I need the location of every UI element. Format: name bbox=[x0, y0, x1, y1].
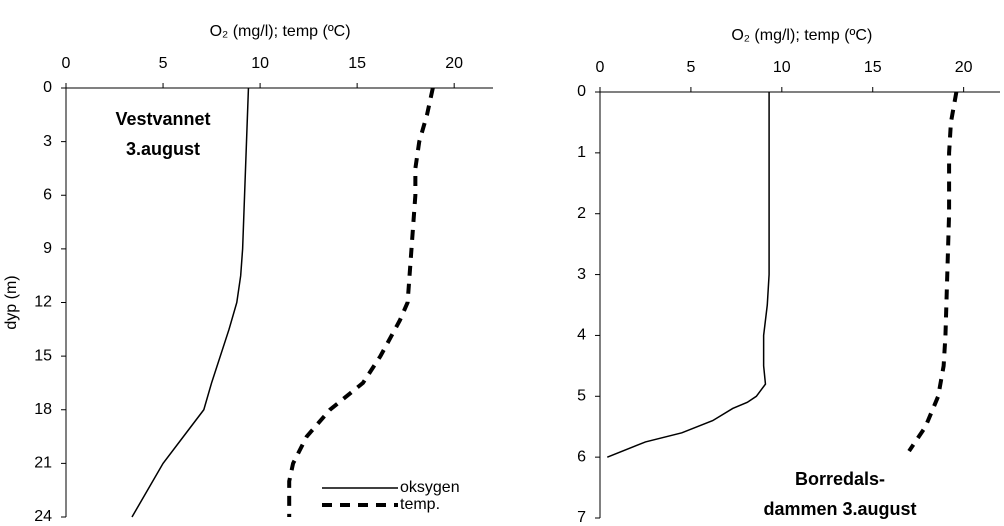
y-tick-label: 24 bbox=[34, 508, 52, 525]
x-tick-label: 15 bbox=[864, 59, 882, 76]
y-tick-label: 4 bbox=[577, 327, 586, 344]
legend-label: oksygen bbox=[400, 479, 460, 496]
y-tick-label: 12 bbox=[34, 294, 52, 311]
y-tick-label: 7 bbox=[577, 509, 586, 526]
y-tick-label: 0 bbox=[577, 83, 586, 100]
legend-label: temp. bbox=[400, 496, 440, 513]
x-tick-label: 5 bbox=[686, 59, 695, 76]
y-tick-label: 21 bbox=[34, 455, 52, 472]
x-tick-label: 0 bbox=[596, 59, 605, 76]
x-tick-label: 20 bbox=[955, 59, 973, 76]
profile-line bbox=[131, 87, 250, 518]
y-axis-title: dyp (m) bbox=[3, 275, 20, 329]
x-axis-title: O₂ (mg/l); temp (ºC) bbox=[210, 23, 351, 40]
annotation: dammen 3.august bbox=[763, 499, 916, 519]
y-tick-label: 6 bbox=[43, 186, 52, 203]
profile-line bbox=[606, 92, 770, 458]
annotation: 3.august bbox=[126, 139, 200, 159]
x-tick-label: 5 bbox=[159, 55, 168, 72]
x-tick-label: 10 bbox=[251, 55, 269, 72]
y-tick-label: 3 bbox=[577, 266, 586, 283]
x-axis-title: O₂ (mg/l); temp (ºC) bbox=[731, 27, 872, 44]
y-tick-label: 1 bbox=[577, 144, 586, 161]
y-tick-label: 3 bbox=[43, 133, 52, 150]
x-tick-label: 15 bbox=[348, 55, 366, 72]
x-tick-label: 20 bbox=[445, 55, 463, 72]
annotation: Borredals- bbox=[795, 469, 885, 489]
y-tick-label: 9 bbox=[43, 240, 52, 257]
y-tick-label: 2 bbox=[577, 205, 586, 222]
y-tick-label: 15 bbox=[34, 347, 52, 364]
x-tick-label: 10 bbox=[773, 59, 791, 76]
y-tick-label: 6 bbox=[577, 448, 586, 465]
profile-line bbox=[907, 91, 959, 453]
y-tick-label: 5 bbox=[577, 388, 586, 405]
annotation: Vestvannet bbox=[115, 109, 210, 129]
x-tick-label: 0 bbox=[62, 55, 71, 72]
y-tick-label: 0 bbox=[43, 79, 52, 96]
profile-line bbox=[287, 87, 435, 517]
y-tick-label: 18 bbox=[34, 401, 52, 418]
